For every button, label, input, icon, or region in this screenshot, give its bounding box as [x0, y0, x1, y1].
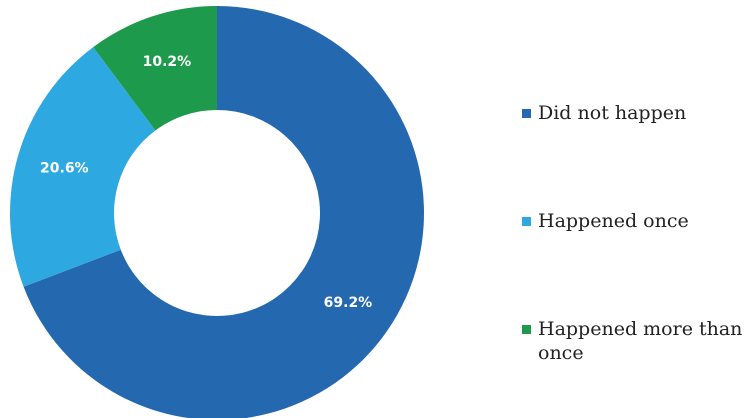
slice-happened-more-than-once [93, 6, 217, 131]
slice-label-did-not-happen: 69.2% [324, 295, 373, 311]
slice-label-happened-more-than-once: 10.2% [143, 54, 192, 70]
slice-did-not-happen [23, 6, 424, 418]
legend-item-happened-more-than-once: Happened more than once [520, 317, 752, 365]
legend-swatch-happened-once [522, 217, 531, 226]
legend-swatch-happened-more-than-once [522, 325, 531, 334]
legend-swatch-did-not-happen [522, 109, 531, 118]
legend-label-did-not-happen: Did not happen [538, 102, 687, 124]
slice-label-happened-once: 20.6% [40, 161, 89, 177]
donut-slice-labels: 69.2% 20.6% 10.2% [40, 54, 372, 311]
donut-slices [10, 6, 424, 418]
slice-happened-once [10, 47, 156, 287]
legend-label-happened-once: Happened once [538, 210, 689, 232]
legend-label-happened-more-than-once: Happened more than once [538, 318, 743, 364]
legend-item-did-not-happen: Did not happen [520, 101, 752, 125]
legend-item-happened-once: Happened once [520, 209, 752, 233]
